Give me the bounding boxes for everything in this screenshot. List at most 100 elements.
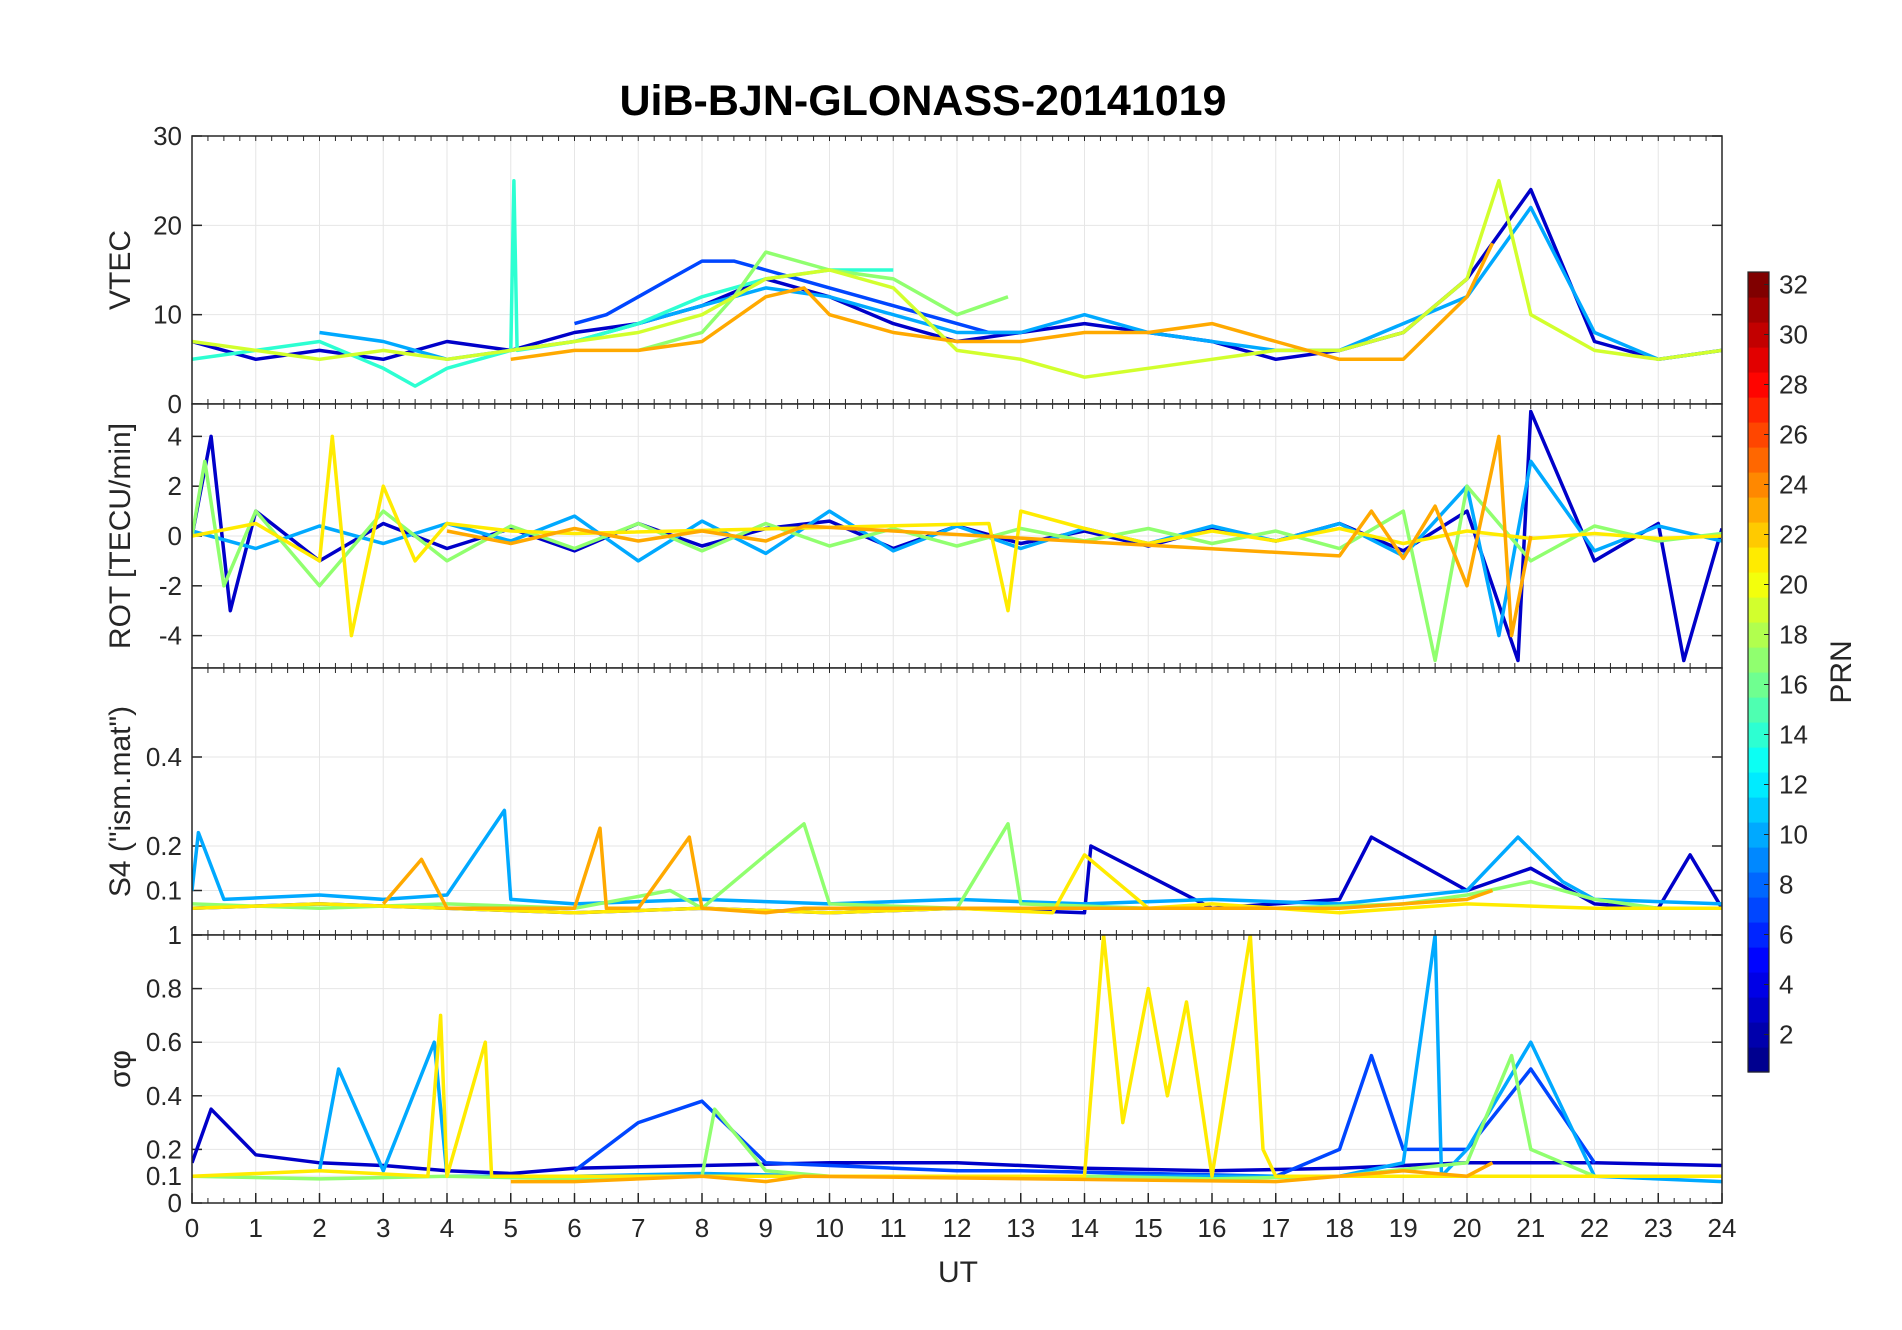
y-axis-label: VTEC — [104, 230, 137, 310]
series-line-prn-19 — [192, 178, 1722, 379]
x-tick-label: 21 — [1516, 1213, 1545, 1243]
panel-sigma_phi: 00.10.2 0.4 0.6 0.8 1 σφ — [104, 920, 1723, 1218]
colorbar-tick-label: 18 — [1779, 620, 1808, 650]
y-tick-label: 4 — [168, 421, 182, 451]
colorbar-segment — [1748, 697, 1769, 723]
colorbar-segment — [1748, 547, 1769, 573]
colorbar-tick-label: 26 — [1779, 420, 1808, 450]
x-axis-label: UT — [938, 1256, 978, 1289]
colorbar-segment — [1748, 772, 1769, 798]
y-tick-label: 0.8 — [146, 974, 182, 1004]
y-axis-label: σφ — [104, 1050, 137, 1088]
colorbar-segment — [1748, 1047, 1769, 1073]
colorbar-segment — [1748, 422, 1769, 448]
colorbar-tick-label: 30 — [1779, 320, 1808, 350]
y-tick-label: 0.4 — [146, 742, 182, 772]
series-line-prn-23 — [510, 1161, 1494, 1184]
colorbar-segment — [1748, 472, 1769, 498]
y-axis-label: S4 ("ism.mat") — [104, 706, 137, 897]
y-tick-label: 30 — [153, 121, 182, 151]
x-tick-label: 24 — [1708, 1213, 1737, 1243]
series-group — [192, 178, 1722, 388]
x-tick-label: 4 — [440, 1213, 454, 1243]
y-tick-label: 10 — [153, 300, 182, 330]
panel-vtec: 0 10 20 30 VTEC — [104, 121, 1723, 419]
colorbar-segment — [1748, 847, 1769, 873]
series-group — [192, 935, 1722, 1184]
y-tick-label: -2 — [159, 571, 182, 601]
colorbar-segment — [1748, 822, 1769, 848]
colorbar-tick-label: 20 — [1779, 570, 1808, 600]
x-tick-label: 12 — [943, 1213, 972, 1243]
x-tick-label: 5 — [504, 1213, 518, 1243]
series-line-prn-23 — [381, 826, 1494, 915]
x-tick-label: 2 — [312, 1213, 326, 1243]
colorbar-segment — [1748, 722, 1769, 748]
colorbar-segment — [1748, 347, 1769, 373]
colorbar-tick-label: 14 — [1779, 720, 1808, 750]
colorbar-segment — [1748, 322, 1769, 348]
colorbar-tick-label: 4 — [1779, 970, 1793, 1000]
x-tick-label: 20 — [1453, 1213, 1482, 1243]
x-tick-label: 0 — [185, 1213, 199, 1243]
colorbar-tick-label: 16 — [1779, 670, 1808, 700]
x-tick-label: 22 — [1580, 1213, 1609, 1243]
colorbar-frame — [1747, 271, 1770, 1073]
y-tick-label: 0.4 — [146, 1081, 182, 1111]
colorbar-segment — [1748, 372, 1769, 398]
y-tick-label: 0.6 — [146, 1027, 182, 1057]
x-tick-label: 23 — [1644, 1213, 1673, 1243]
y-tick-label: -4 — [159, 621, 182, 651]
series-line-prn-21 — [192, 935, 1722, 1178]
series-line-prn-23 — [510, 242, 1495, 362]
colorbar-tick-label: 6 — [1779, 920, 1793, 950]
series-line-prn-17 — [192, 822, 1722, 911]
y-tick-label: 0.2 — [146, 1134, 182, 1164]
x-tick-label: 16 — [1198, 1213, 1227, 1243]
colorbar-segment — [1748, 572, 1769, 598]
y-tick-label: 0 — [168, 521, 182, 551]
colorbar-segment — [1748, 672, 1769, 698]
colorbar-label: PRN — [1825, 640, 1858, 703]
x-tick-label: 7 — [631, 1213, 645, 1243]
colorbar-segment — [1748, 997, 1769, 1023]
x-tick-label: 19 — [1389, 1213, 1418, 1243]
colorbar-segment — [1748, 497, 1769, 523]
x-tick-label: 6 — [567, 1213, 581, 1243]
colorbar-segment — [1748, 922, 1769, 948]
colorbar-segment — [1748, 397, 1769, 423]
series-line-prn-23 — [446, 434, 1533, 638]
panel-s4: 0.1 0.2 0.4 S4 ("ism.mat") — [104, 667, 1723, 936]
y-axis-label: ROT [TECU/min] — [104, 423, 137, 649]
x-tick-label: 9 — [759, 1213, 773, 1243]
colorbar-tick-label: 10 — [1779, 820, 1808, 850]
x-tick-label: 15 — [1134, 1213, 1163, 1243]
colorbar-segment — [1748, 1022, 1769, 1048]
y-tick-label: 20 — [153, 210, 182, 240]
series-line-prn-17 — [637, 250, 1009, 353]
y-tick-label: 0.1 — [146, 1161, 182, 1191]
colorbar-segment — [1748, 297, 1769, 323]
x-tick-label: 1 — [249, 1213, 263, 1243]
series-group — [192, 808, 1722, 915]
colorbar-segment — [1748, 747, 1769, 773]
colorbar-tick-label: 22 — [1779, 520, 1808, 550]
series-group — [192, 409, 1722, 663]
x-tick-label: 18 — [1325, 1213, 1354, 1243]
series-line-prn-21 — [192, 853, 1722, 915]
colorbar-tick-label: 32 — [1779, 270, 1808, 300]
colorbar-tick-label: 2 — [1779, 1020, 1793, 1050]
colorbar-segment — [1748, 597, 1769, 623]
x-tick-label: 8 — [695, 1213, 709, 1243]
colorbar-segment — [1748, 622, 1769, 648]
y-tick-label: 0 — [168, 1188, 182, 1218]
colorbar-segment — [1748, 947, 1769, 973]
y-tick-label: 1 — [168, 920, 182, 950]
y-tick-label: 0.2 — [146, 831, 182, 861]
colorbar-tick-label: 8 — [1779, 870, 1793, 900]
x-axis: 0 1 2 3 4 5 6 7 8 9 10 11 12 13 14 15 16 17 18 19 20 21 22 23 24 — [185, 1193, 1737, 1243]
chart-title: UiB-BJN-GLONASS-20141019 — [620, 77, 1227, 125]
y-tick-label: 0.1 — [146, 876, 182, 906]
